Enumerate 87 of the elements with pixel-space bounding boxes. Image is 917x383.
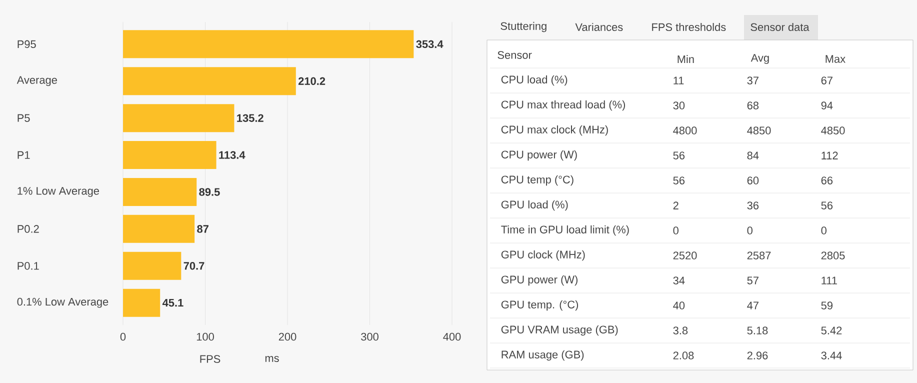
x-tick-label: 400 xyxy=(443,332,461,341)
data-label: 56 xyxy=(673,152,685,160)
data-label: 34 xyxy=(673,276,685,284)
data-label: 2805 xyxy=(821,252,845,260)
y-tick-label: CPU max clock (MHz) xyxy=(501,125,608,136)
data-label: 45.1 xyxy=(162,299,184,307)
data-label: 0 xyxy=(821,226,826,234)
data-label: 5.18 xyxy=(747,326,768,334)
data-label: 94 xyxy=(821,102,833,110)
x-tick-label: 0 xyxy=(120,332,126,341)
y-tick-label: GPU clock (MHz) xyxy=(501,250,585,261)
x-tick-label: 300 xyxy=(361,332,378,341)
data-label: 111 xyxy=(822,276,837,284)
y-tick-label: CPU power (W) xyxy=(501,150,577,161)
y-tick-label: Time in GPU load limit (%) xyxy=(501,225,629,236)
y-tick-label: CPU max thread load (%) xyxy=(501,100,626,111)
y-tick-label: GPU VRAM usage (GB) xyxy=(501,325,618,336)
data-label: 59 xyxy=(821,302,833,310)
data-label: 353.4 xyxy=(416,40,444,48)
x-tick-label: 100 xyxy=(196,332,214,341)
data-label: 4850 xyxy=(821,126,845,134)
data-label: 2587 xyxy=(747,252,771,260)
y-axis-title: Sensor xyxy=(498,51,532,59)
data-label: 2 xyxy=(673,202,678,210)
data-label: 47 xyxy=(747,302,758,310)
data-label: 210.2 xyxy=(298,77,326,86)
data-label: 2520 xyxy=(673,252,697,260)
x-tick-label: 200 xyxy=(278,332,296,341)
y-tick-label: 1% Low Average xyxy=(18,187,100,197)
data-label: 87 xyxy=(197,225,208,233)
data-label: 70.7 xyxy=(184,262,204,270)
bar xyxy=(123,214,195,243)
bar xyxy=(123,104,234,132)
data-label: 37 xyxy=(747,76,758,84)
y-tick-label: CPU load (%) xyxy=(501,75,568,86)
bar xyxy=(123,288,160,317)
data-label: 2.96 xyxy=(747,352,768,360)
text: FPS thresholds xyxy=(652,22,726,32)
x-tick-label: Min xyxy=(678,55,694,63)
data-label: 30 xyxy=(673,102,685,110)
data-label: 89.5 xyxy=(199,188,220,196)
y-tick-label: P95 xyxy=(18,40,36,48)
data-label: 56 xyxy=(821,202,833,210)
data-label: 60 xyxy=(747,176,759,184)
bar xyxy=(123,252,182,280)
y-tick-label: CPU temp (°C) xyxy=(501,175,574,186)
data-label: 57 xyxy=(747,276,758,284)
data-label: 0 xyxy=(747,226,752,234)
data-label: 112 xyxy=(822,152,838,160)
y-tick-label: P0.1 xyxy=(18,262,39,270)
x-tick-label: Avg xyxy=(750,54,769,64)
y-tick-label: GPU power (W) xyxy=(501,275,578,286)
data-label: 4850 xyxy=(747,126,771,134)
data-label: 5.42 xyxy=(821,326,842,334)
y-tick-label: RAM usage (GB) xyxy=(502,350,584,361)
bar xyxy=(123,141,216,170)
text: FPS xyxy=(200,355,220,363)
data-label: 11 xyxy=(674,76,684,84)
y-tick-label: GPU temp. (°C) xyxy=(501,300,578,311)
bar xyxy=(123,178,197,206)
data-label: 4800 xyxy=(673,126,697,134)
y-tick-label: GPU load (%) xyxy=(501,200,568,211)
text: Variances xyxy=(575,22,623,32)
data-label: 3.44 xyxy=(821,352,842,360)
data-label: 56 xyxy=(673,176,685,184)
y-tick-label: Average xyxy=(16,76,57,86)
y-tick-label: 0.1% Low Average xyxy=(17,298,108,308)
data-label: 2.08 xyxy=(673,352,694,360)
data-label: 3.8 xyxy=(673,326,688,334)
data-label: 135.2 xyxy=(237,114,264,122)
text: Sensor data xyxy=(750,22,810,32)
y-tick-label: P5 xyxy=(18,114,30,122)
x-tick-label: Max xyxy=(826,55,846,63)
data-label: 40 xyxy=(673,302,685,310)
data-label: 113.4 xyxy=(219,151,246,159)
y-tick-label: P1 xyxy=(18,151,30,159)
data-label: 66 xyxy=(821,176,833,184)
text: ms xyxy=(265,356,279,362)
bar xyxy=(123,67,296,96)
y-tick-label: P0.2 xyxy=(18,225,39,233)
data-label: 36 xyxy=(747,202,759,210)
data-label: 67 xyxy=(821,76,832,84)
text: Stuttering xyxy=(500,22,546,32)
data-label: 0 xyxy=(673,226,678,234)
data-label: 84 xyxy=(747,152,759,160)
data-label: 68 xyxy=(747,102,759,110)
bar xyxy=(123,30,414,58)
